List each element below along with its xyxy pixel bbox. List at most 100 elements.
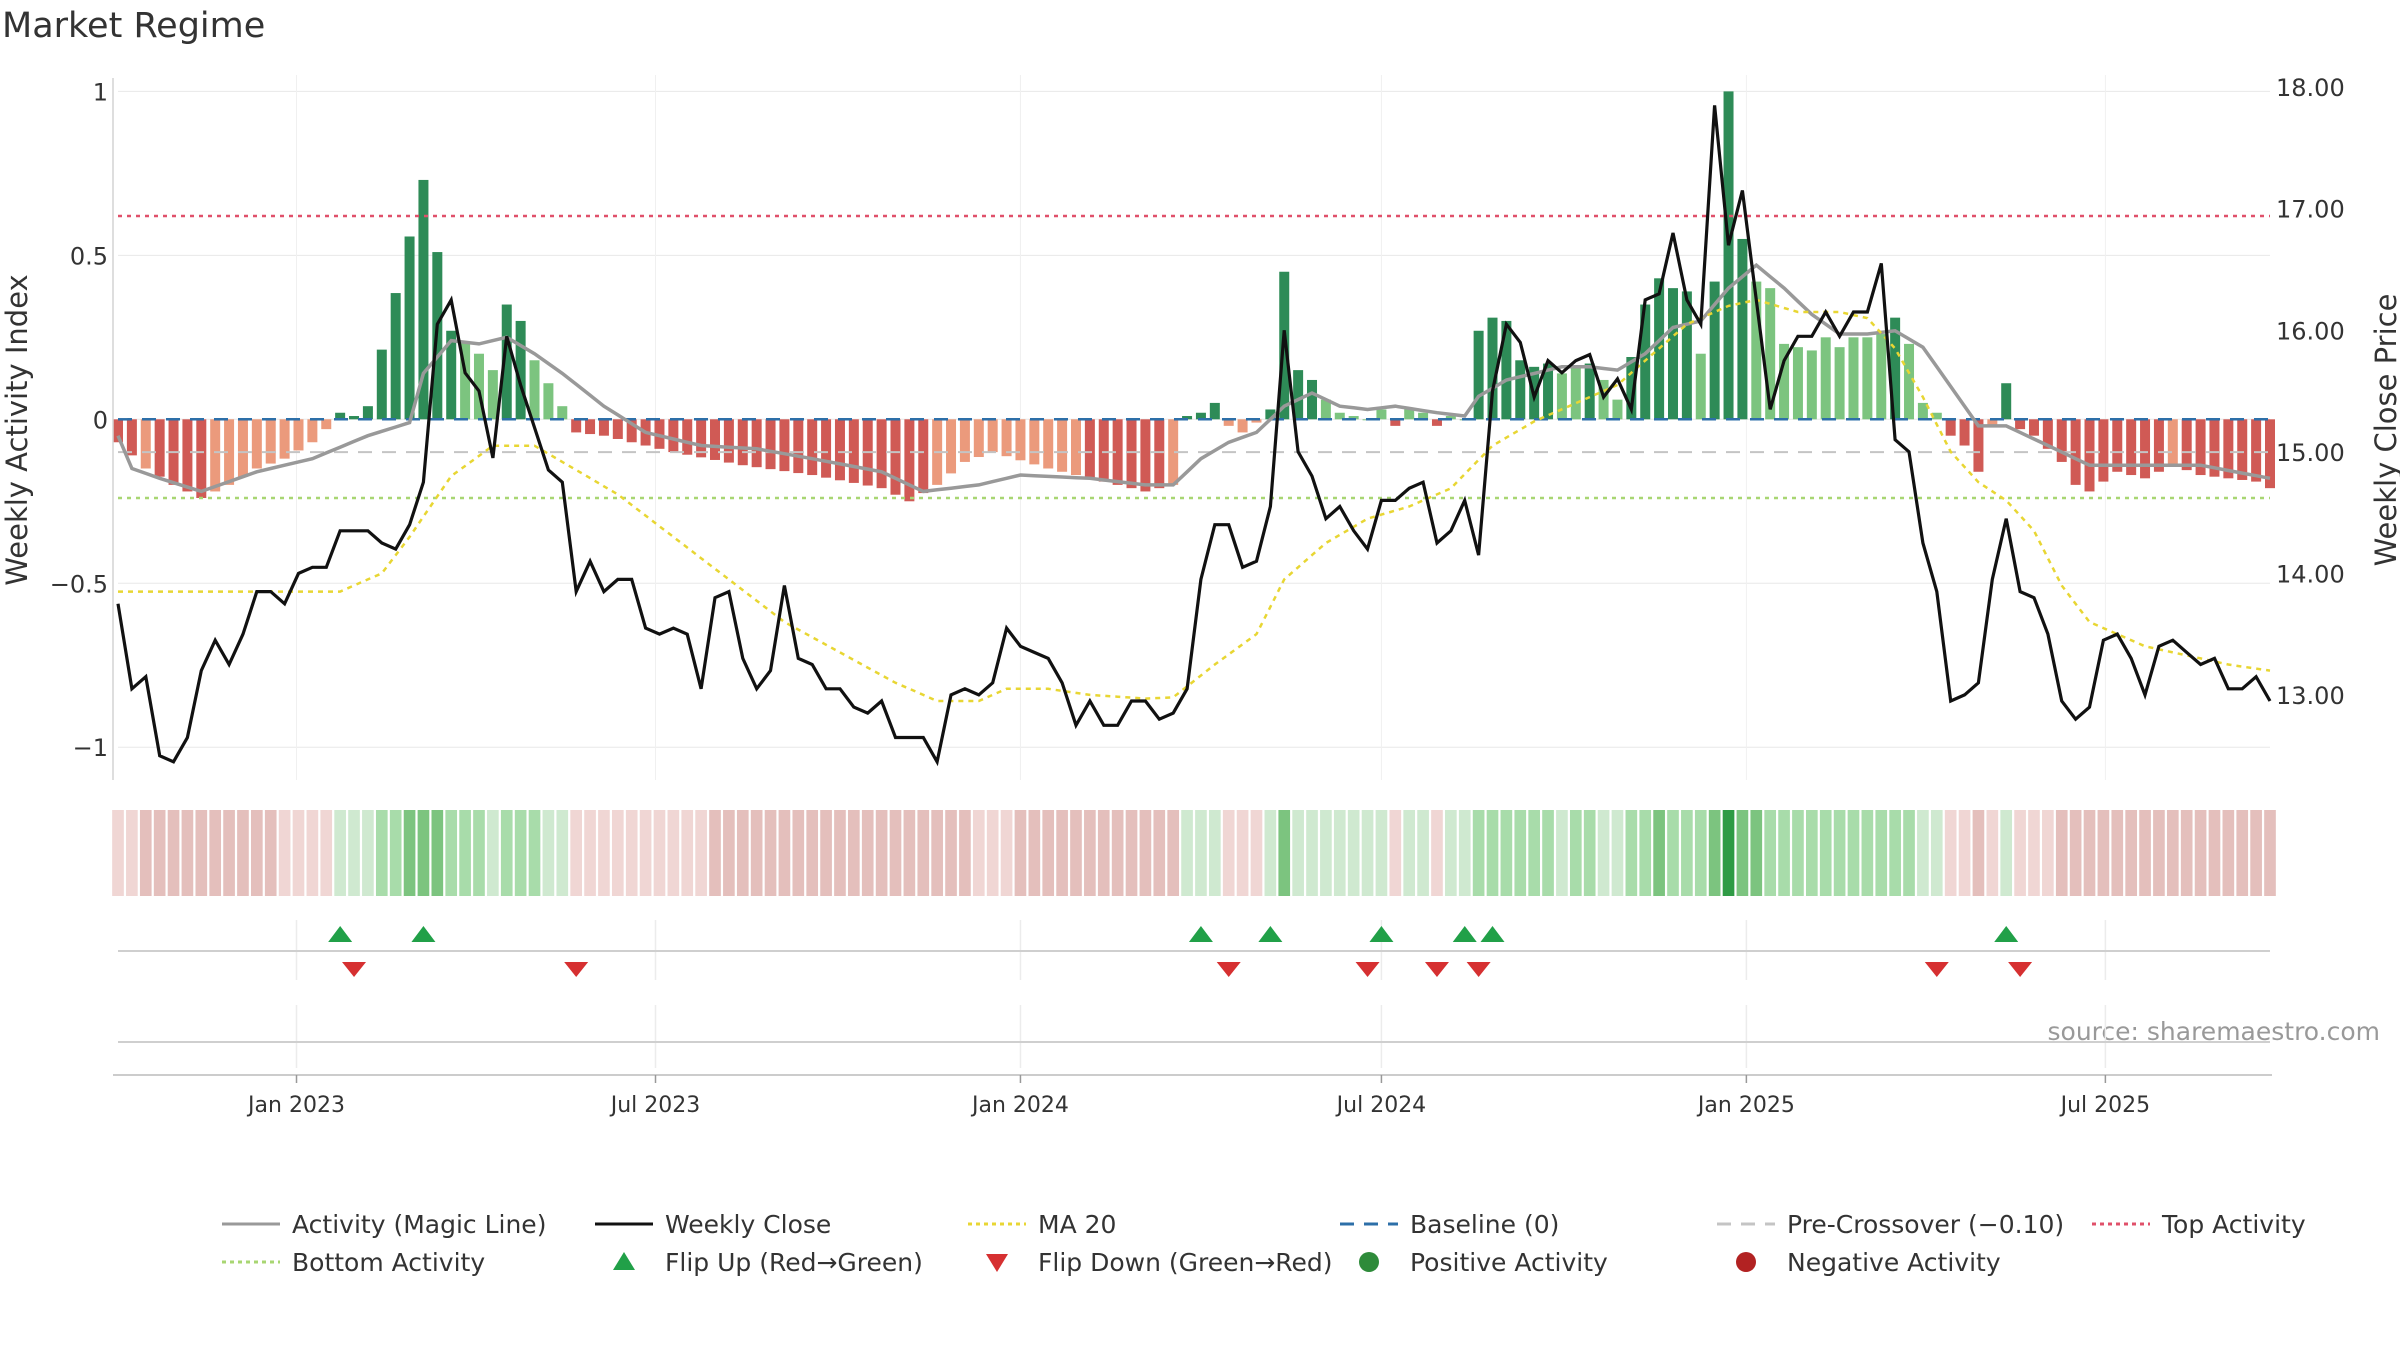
regime-cell — [1722, 810, 1735, 896]
regime-cell — [1806, 810, 1818, 896]
regime-cell — [1445, 810, 1457, 896]
activity-bar — [1945, 419, 1956, 436]
regime-cell — [611, 810, 624, 896]
regime-cell — [251, 810, 263, 896]
regime-cell — [1597, 810, 1610, 896]
activity-bar — [876, 419, 887, 489]
legend-label: Weekly Close — [665, 1210, 831, 1239]
activity-bar — [1070, 419, 1081, 476]
regime-cell — [1000, 810, 1013, 896]
reference-lines — [118, 214, 2270, 500]
regime-cell — [903, 810, 916, 896]
magic-line — [116, 262, 2271, 494]
regime-cell — [2180, 810, 2193, 896]
activity-bar — [515, 320, 526, 420]
regime-cell — [1639, 810, 1652, 896]
activity-bar — [1848, 337, 1859, 420]
activity-bar — [2140, 419, 2151, 479]
flip-up-marker — [328, 926, 353, 942]
activity-bar — [293, 419, 304, 451]
activity-bar — [140, 419, 151, 469]
regime-cell — [375, 810, 388, 896]
legend-swatch-dot — [1359, 1252, 1379, 1272]
activity-bar — [848, 419, 859, 483]
regime-cell — [1736, 810, 1749, 896]
regime-cell — [528, 810, 541, 896]
regime-cell — [1403, 810, 1416, 896]
activity-bar — [1015, 419, 1026, 461]
regime-cell — [1097, 810, 1110, 896]
regime-cell — [417, 810, 430, 896]
flip-markers — [118, 926, 2270, 1043]
regime-cell — [959, 810, 971, 896]
activity-bar — [959, 419, 970, 462]
y-tick-label-right: 15.00 — [2276, 439, 2345, 467]
activity-bar — [696, 419, 707, 458]
regime-cell — [1986, 810, 1999, 896]
activity-bar — [1806, 350, 1817, 420]
activity-bar — [501, 304, 512, 420]
activity-bar — [571, 419, 582, 433]
activity-bar — [2167, 419, 2178, 466]
regime-cell — [445, 810, 458, 896]
regime-cell — [2083, 810, 2096, 896]
activity-bar — [251, 419, 262, 469]
flip-down-marker — [1216, 962, 1241, 977]
regime-cell — [1750, 810, 1763, 896]
regime-cell — [875, 810, 888, 896]
flip-down-marker — [1424, 962, 1449, 977]
activity-bar — [307, 419, 318, 443]
activity-bar — [1320, 399, 1331, 420]
activity-bar — [779, 419, 790, 472]
activity-bar — [612, 419, 623, 439]
flip-down-marker — [342, 962, 367, 977]
activity-bar — [404, 236, 415, 420]
activity-bar — [1376, 409, 1387, 420]
regime-cell — [1930, 810, 1943, 896]
regime-cell — [320, 810, 333, 896]
regime-cell — [750, 810, 763, 896]
regime-cell — [1333, 810, 1346, 896]
legend-label: Flip Up (Red→Green) — [665, 1248, 923, 1277]
regime-cell — [1208, 810, 1221, 896]
regime-cell — [695, 810, 707, 896]
activity-bar — [1779, 343, 1790, 420]
regime-cell — [570, 810, 582, 896]
y-axis-label-left: Weekly Activity Index — [0, 274, 34, 585]
regime-cell — [334, 810, 346, 896]
activity-bar — [418, 179, 429, 420]
weekly-close-line — [116, 105, 2272, 767]
activity-bar — [1209, 402, 1220, 420]
activity-bar — [1931, 412, 1942, 420]
regime-cell — [1458, 810, 1471, 896]
grid-lines — [118, 75, 2270, 1068]
activity-bar — [710, 419, 721, 460]
regime-cell — [2014, 810, 2026, 896]
regime-cell — [1694, 810, 1707, 896]
regime-cell — [709, 810, 721, 896]
regime-cell — [1320, 810, 1332, 896]
regime-cell — [2194, 810, 2207, 896]
activity-bar — [2237, 419, 2248, 480]
activity-bar — [210, 419, 221, 492]
regime-cell — [2208, 810, 2221, 896]
regime-cell — [195, 810, 208, 896]
activity-bar — [904, 419, 915, 502]
regime-cell — [653, 810, 666, 896]
activity-bar — [2042, 419, 2053, 449]
regime-cell — [556, 810, 569, 896]
regime-cell — [1028, 810, 1041, 896]
regime-cell — [806, 810, 819, 896]
regime-cell — [639, 810, 652, 896]
regime-cell — [1681, 810, 1693, 896]
activity-bar — [390, 293, 401, 420]
activity-bar — [1348, 416, 1359, 420]
y-tick-label-right: 14.00 — [2276, 560, 2345, 588]
activity-bar — [668, 419, 679, 453]
legend-label: Activity (Magic Line) — [292, 1210, 546, 1239]
regime-cell — [1486, 810, 1499, 896]
regime-cell — [2097, 810, 2110, 896]
activity-bar — [1626, 357, 1637, 420]
y-tick-label-right: 16.00 — [2276, 317, 2345, 345]
activity-bar — [1862, 337, 1873, 420]
